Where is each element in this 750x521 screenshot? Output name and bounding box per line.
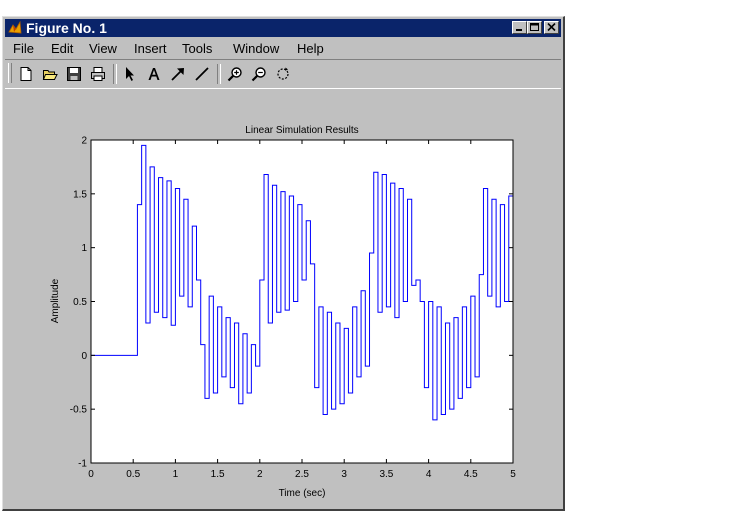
toolbar-grip[interactable]: [8, 63, 12, 83]
title-bar[interactable]: Figure No. 1: [5, 19, 561, 37]
rotate-icon: [277, 67, 289, 80]
new-file-icon: [20, 67, 32, 81]
insert-line-button[interactable]: [191, 63, 213, 85]
x-tick-label: 3.5: [379, 469, 393, 480]
menu-edit[interactable]: Edit: [51, 41, 74, 56]
chart-title: Linear Simulation Results: [245, 125, 358, 136]
zoom-out-button[interactable]: [248, 63, 270, 85]
window-title: Figure No. 1: [26, 20, 107, 36]
close-icon: [547, 23, 556, 32]
menu-tools[interactable]: Tools: [182, 41, 213, 56]
insert-text-button[interactable]: [143, 63, 165, 85]
menu-insert[interactable]: Insert: [134, 41, 167, 56]
line-icon: [195, 67, 209, 81]
y-tick-label: 0: [81, 351, 87, 362]
figure-window: Figure No. 1 File Edit View Insert Tools…: [2, 16, 565, 511]
minimize-icon: [516, 29, 522, 31]
x-tick-label: 2.5: [295, 469, 309, 480]
toolbar: [5, 59, 561, 89]
x-tick-label: 4.5: [464, 469, 478, 480]
y-tick-label: 1: [81, 243, 87, 254]
toolbar-separator: [217, 64, 221, 84]
y-tick-label: -0.5: [70, 405, 88, 416]
rotate-button[interactable]: [272, 63, 294, 85]
menu-view[interactable]: View: [89, 41, 117, 56]
menu-file[interactable]: File: [13, 41, 34, 56]
menu-bar: File Edit View Insert Tools Window Help: [5, 38, 561, 58]
x-tick-label: 2: [257, 469, 263, 480]
text-icon: [148, 68, 160, 80]
y-axis-label: Amplitude: [50, 278, 61, 323]
x-tick-label: 1.5: [211, 469, 225, 480]
x-tick-label: 1: [173, 469, 179, 480]
maximize-icon: [530, 23, 539, 31]
series-line: [91, 144, 514, 426]
zoom-in-icon: [227, 67, 242, 82]
print-button[interactable]: [87, 63, 109, 85]
new-file-button[interactable]: [15, 63, 37, 85]
open-file-button[interactable]: [39, 63, 61, 85]
y-tick-label: -1: [78, 459, 87, 470]
y-axis: -1 -0.5 0 0.5 1 1.5 2: [70, 136, 513, 470]
y-tick-label: 0.5: [73, 297, 87, 308]
x-axis-label: Time (sec): [279, 488, 326, 499]
menu-window[interactable]: Window: [233, 41, 280, 56]
arrow-select-icon: [126, 67, 134, 81]
print-icon: [91, 67, 105, 81]
x-tick-label: 5: [510, 469, 516, 480]
insert-arrow-button[interactable]: [167, 63, 189, 85]
matlab-logo-icon: [8, 21, 22, 34]
toolbar-separator: [113, 64, 117, 84]
x-tick-label: 3: [341, 469, 347, 480]
x-axis: 0 0.5 1 1.5 2 2.5 3 3.5 4 4.5 5: [88, 140, 516, 480]
maximize-button[interactable]: [527, 21, 542, 34]
minimize-button[interactable]: [512, 21, 527, 34]
y-tick-label: 2: [81, 136, 87, 147]
menu-help[interactable]: Help: [297, 41, 324, 56]
axes-background[interactable]: [91, 140, 513, 463]
zoom-in-button[interactable]: [224, 63, 246, 85]
close-button[interactable]: [544, 21, 559, 34]
y-tick-label: 1.5: [73, 189, 87, 200]
zoom-out-icon: [251, 67, 266, 82]
open-folder-icon: [42, 70, 58, 80]
select-button[interactable]: [119, 63, 141, 85]
x-tick-label: 4: [426, 469, 432, 480]
save-icon: [67, 67, 81, 81]
figure-canvas: 0 0.5 1 1.5 2 2.5 3 3.5 4 4.5 5 -1 -0.5 0 0.5 1 1.5 2 Li…: [5, 89, 563, 508]
x-tick-label: 0.5: [126, 469, 140, 480]
plot-area: 0 0.5 1 1.5 2 2.5 3 3.5 4 4.5 5 -1 -0.5 0 0.5 1 1.5 2 Li…: [50, 125, 516, 499]
save-button[interactable]: [63, 63, 85, 85]
arrow-icon: [171, 68, 184, 81]
x-tick-label: 0: [88, 469, 94, 480]
